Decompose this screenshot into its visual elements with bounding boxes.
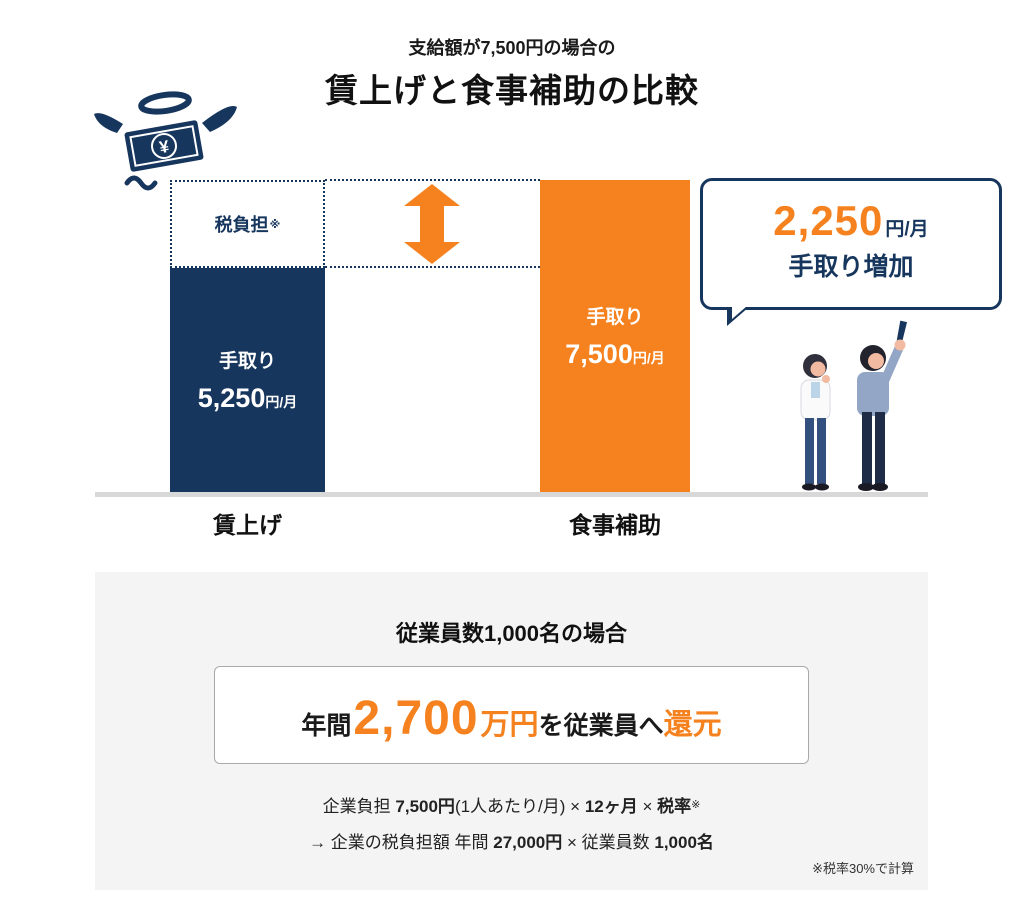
bubble-amount: 2,250 [773,197,884,244]
updown-arrow-icon [404,184,460,264]
note-mark: ※ [691,799,701,811]
people-illustration: ! [800,311,913,491]
multiply-sign: × [565,797,585,816]
formula-line-2: → 企業の税負担額 年間 27,000円 × 従業員数 1,000名 [95,828,928,853]
category-wage-increase: 賃上げ [213,512,282,538]
highlight-prefix: 年間 [301,712,352,740]
formula-value: 27,000円 [493,833,563,852]
bar-meal-subsidy: 手取り 7,500円/月 [540,180,690,492]
page-title: 賃上げと食事補助の比較 [325,72,699,109]
flying-money-icon: ¥ [94,91,237,191]
formula-text: × 従業員数 [562,833,655,852]
formula-value: 12ヶ月 [584,797,638,816]
takehome-label: 手取り [218,351,276,372]
summary-panel: 従業員数1,000名の場合 年間 2,700 万円 を従業員へ 還元 企業負担 … [95,572,928,890]
formula-value: 1,000名 [654,833,714,852]
bubble-amount-line: 2,250 円/月 [703,197,999,245]
tax-burden-label: 税負担 [214,215,269,235]
formula-text: 企業負担 [322,797,396,816]
highlight-amount: 2,700 [353,692,479,745]
highlight-unit: 万円 [480,709,539,741]
tax-burden-box: 税負担 ※ [170,180,325,268]
bar-wage-increase: 手取り 5,250円/月 [170,268,325,492]
dotted-guide-bottom [325,266,540,268]
chart-baseline [95,492,928,497]
amount-value: 7,500 [565,339,633,369]
takehome-amount: 7,500円/月 [565,339,664,370]
highlight-suffix: 還元 [663,709,722,741]
chart-subtitle: 支給額が7,500円の場合の [408,38,616,58]
takehome-label: 手取り [586,307,644,328]
takehome-amount: 5,250円/月 [198,383,297,414]
amount-value: 5,250 [197,383,266,413]
tax-rate-note: ※税率30%で計算 [812,861,914,876]
summary-title: 従業員数1,000名の場合 [395,621,628,646]
formula-line-1: 企業負担 7,500円(1人あたり/月) × 12ヶ月 × 税率※ [95,792,928,817]
highlight-box: 年間 2,700 万円 を従業員へ 還元 [214,666,809,764]
formula-value: 税率 [657,797,692,816]
amount-unit: 円/月 [632,350,665,366]
category-meal-subsidy: 食事補助 [569,512,661,538]
speech-bubble: 2,250 円/月 手取り増加 [700,178,1002,326]
bubble-unit: 円/月 [885,219,929,240]
tax-note-mark: ※ [269,218,281,231]
svg-text:¥: ¥ [158,137,171,157]
amount-unit: 円/月 [265,394,298,410]
multiply-sign: × [637,797,658,816]
highlight-middle: を従業員へ [538,712,664,740]
formula-text: → 企業の税負担額 年間 [309,833,494,852]
formula-text: (1人あたり/月) [454,797,566,816]
formula-value: 7,500円 [395,797,455,816]
bubble-caption: 手取り増加 [788,253,914,281]
dotted-guide-top [325,179,540,181]
